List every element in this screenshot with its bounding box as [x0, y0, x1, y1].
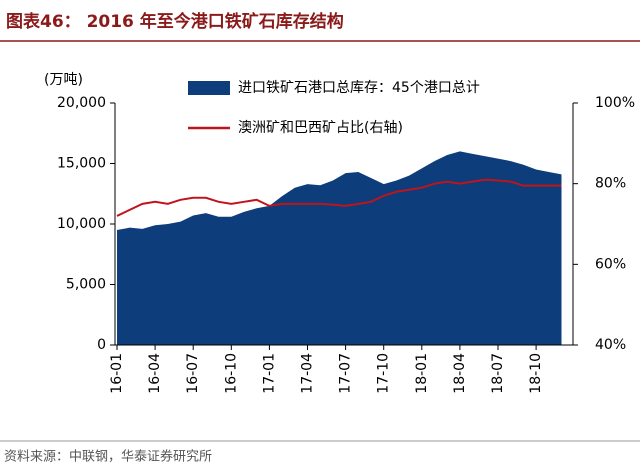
source: 资料来源：中联钢，华泰证券研究所 — [4, 449, 212, 465]
x-tick-label: 17-10 — [376, 353, 392, 394]
y-axis-label: (万吨) — [44, 72, 83, 88]
line — [116, 178, 562, 217]
x-tick-label: 18-07 — [490, 353, 506, 394]
x-tick-label: 16-01 — [109, 353, 125, 394]
y-tick-label: 5,000 — [66, 277, 106, 293]
x-tick-label: 17-04 — [300, 353, 316, 394]
x-tick-label: 18-10 — [528, 353, 544, 394]
x-tick-label: 17-07 — [338, 353, 354, 394]
legend-swatch — [188, 81, 230, 95]
y-tick-label: 20,000 — [57, 95, 106, 111]
x-tick-label: 18-01 — [414, 353, 430, 394]
chart-title: 图表46： 2016 年至今港口铁矿石库存结构 — [6, 11, 344, 32]
y-tick-label: 15,000 — [57, 156, 106, 172]
x-tick-label: 16-07 — [185, 353, 201, 394]
y2-tick-label: 100% — [595, 95, 635, 111]
y2-tick-label: 80% — [595, 176, 626, 192]
legend-label: 进口铁矿石港口总库存：45个港口总计 — [238, 80, 480, 96]
y-tick-label: 10,000 — [57, 216, 106, 232]
x-tick-label: 16-10 — [223, 353, 239, 394]
y2-tick-label: 40% — [595, 337, 626, 353]
y-tick-label: 0 — [97, 337, 106, 353]
x-tick-label: 17-01 — [261, 353, 277, 394]
x-tick-label: 18-04 — [452, 353, 468, 394]
y2-tick-label: 60% — [595, 256, 626, 272]
area — [117, 151, 562, 345]
legend-label: 澳洲矿和巴西矿占比(右轴) — [238, 120, 403, 136]
x-tick-label: 16-04 — [147, 353, 163, 394]
